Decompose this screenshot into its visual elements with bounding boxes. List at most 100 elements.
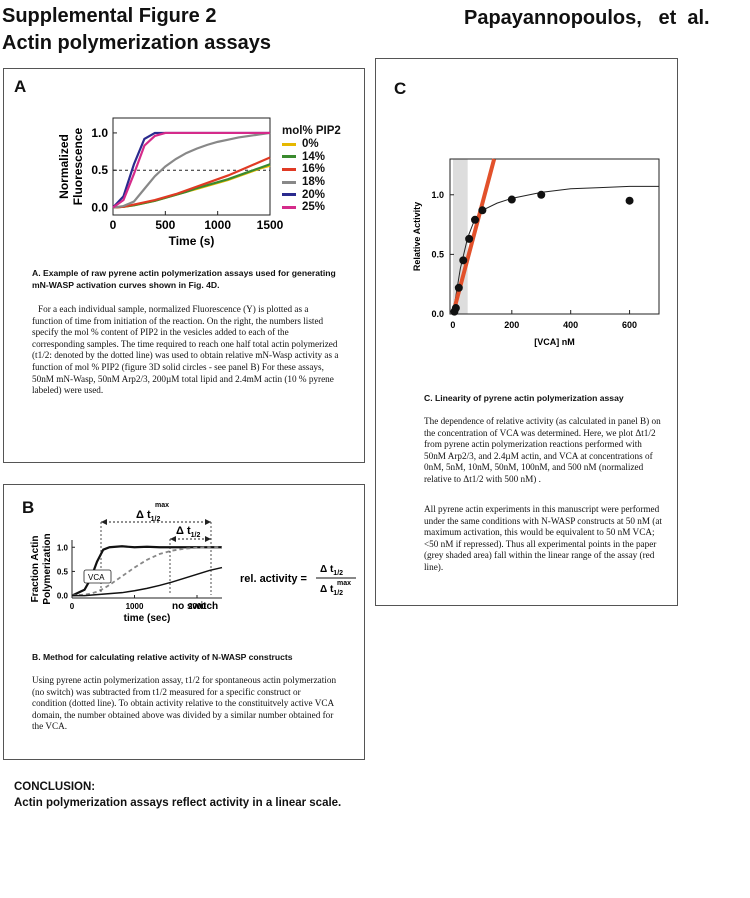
y-tick-label-b: 0.0 [57, 592, 69, 601]
panel-b: B 0.0 0.5 1.0 0 1000 2000 time (sec) Fraction A… [3, 484, 365, 760]
x-tick-label-c: 200 [504, 320, 519, 330]
y-tick-label-b: 1.0 [57, 543, 69, 552]
panel-a-legend: mol% PIP2 0% 14% 16% 18% 20% 25% [282, 125, 341, 214]
series-line-b-2 [72, 566, 223, 597]
legend-title: mol% PIP2 [282, 125, 341, 137]
panel-b-chart: 0.0 0.5 1.0 0 1000 2000 time (sec) Fraction Act… [30, 502, 356, 624]
y-axis-label-c: Relative Activity [412, 202, 422, 271]
dt-arrow-left [170, 536, 176, 542]
dt-max-sup: max [155, 502, 169, 509]
y-tick-label-c: 0.0 [431, 309, 444, 319]
legend-swatch [282, 205, 296, 209]
panel-a-chart: 0.0 0.5 1.0 0 500 1000 1500 Time (s) Normalized F… [57, 117, 284, 248]
panel-c-chart: 0.0 0.5 1.0 0 200 400 600 [VCA] nM Relative Acti… [412, 158, 660, 347]
legend-item: 20% [282, 188, 341, 201]
figure-title-line1: Supplemental Figure 2 [2, 5, 217, 27]
panel-c-label: C [394, 79, 407, 98]
dt-max-arrow-left [101, 519, 107, 525]
formula-denominator: Δ t1/2 [320, 584, 343, 597]
series-line-16pct [112, 156, 271, 209]
legend-label: 20% [302, 188, 326, 201]
y-tick-label-a: 1.0 [91, 126, 108, 140]
rel-activity-label: rel. activity = [240, 573, 307, 585]
y-axis-label-b-2: Polymerization [42, 533, 53, 604]
data-point [471, 215, 480, 224]
legend-label: 25% [302, 201, 326, 214]
saturation-fit-curve [452, 185, 659, 315]
figure-title-line2: Actin polymerization assays [2, 32, 271, 54]
y-axis-label-b-1: Fraction Actin [30, 536, 41, 603]
legend-label: 18% [302, 176, 326, 189]
vca-label-box [83, 569, 112, 584]
conclusion-title: CONCLUSION: [14, 781, 96, 793]
panel-b-label: B [22, 498, 35, 517]
conclusion-body: Actin polymerization assays reflect acti… [14, 797, 342, 809]
data-point [478, 206, 487, 215]
data-point [625, 196, 634, 205]
series-line-18pct [112, 131, 271, 209]
panel-a-caption-title: A. Example of raw pyrene actin polymeriz… [32, 268, 336, 290]
panel-b-caption-body: Using pyrene actin polymerization assay,… [32, 675, 337, 732]
plot-frame-c [449, 158, 660, 315]
panel-c-caption-body-1: The dependence of relative activity (as … [424, 416, 661, 484]
data-point [507, 195, 516, 204]
x-axis-label-b: time (sec) [124, 613, 171, 624]
series-line-14pct [112, 163, 271, 209]
panel-a-caption-body: For a each individual sample, normalized… [32, 304, 339, 396]
panel-c-caption-body-2: All pyrene actin experiments in this man… [424, 504, 662, 572]
x-axis-label-a: Time (s) [169, 234, 215, 248]
dt-max-arrow-right [205, 519, 211, 525]
y-axis-label-a-2: Fluorescence [71, 127, 85, 205]
x-tick-label-c: 600 [622, 320, 637, 330]
x-tick-label-a: 1000 [204, 218, 231, 232]
legend-label: 0% [302, 138, 319, 151]
series-line-b-1 [71, 546, 222, 597]
panel-c: C 0.0 0.5 1.0 0 200 400 600 [VCA] nM Relative Ac… [375, 58, 678, 606]
x-axis-label-c: [VCA] nM [534, 337, 575, 347]
data-point [451, 304, 460, 313]
y-tick-label-b: 0.5 [57, 567, 69, 576]
panel-c-caption-title: C. Linearity of pyrene actin polymerizat… [424, 393, 624, 403]
x-tick-label-b: 0 [70, 602, 75, 611]
legend-item: 16% [282, 163, 341, 176]
x-tick-label-a: 500 [155, 218, 175, 232]
data-point [465, 234, 474, 243]
y-tick-label-c: 1.0 [431, 190, 444, 200]
legend-item: 0% [282, 138, 341, 151]
data-point [454, 283, 463, 292]
x-tick-label-a: 1500 [257, 218, 284, 232]
legend-label: 14% [302, 150, 326, 163]
authors: Papayannopoulos, et al. [464, 7, 710, 29]
dt-label: Δ t1/2 [176, 525, 200, 539]
x-tick-label-a: 0 [110, 218, 117, 232]
legend-swatch [282, 155, 296, 159]
legend-swatch [282, 142, 296, 146]
dt-arrow-right [205, 536, 211, 542]
legend-swatch [282, 167, 296, 171]
panel-b-caption-title: B. Method for calculating relative activ… [32, 652, 293, 662]
x-tick-label-c: 0 [450, 320, 455, 330]
dt-max-label: Δ t1/2 [136, 509, 160, 523]
series-line-25pct [112, 131, 270, 209]
panel-a-label: A [14, 77, 27, 96]
y-tick-label-a: 0.5 [91, 163, 108, 177]
panel-a: A 0.0 0.5 1.0 0 500 1000 1500 Time (s) Normalize… [3, 68, 365, 463]
legend-item: 25% [282, 201, 341, 214]
x-tick-label-b: 2000 [188, 602, 206, 611]
legend-item: 14% [282, 151, 341, 164]
formula-numerator: Δ t1/2 [320, 564, 343, 577]
vca-label: VCA [88, 573, 105, 582]
x-tick-label-c: 400 [563, 320, 578, 330]
y-tick-label-c: 0.5 [431, 249, 444, 259]
legend-swatch [282, 193, 296, 197]
y-axis-label-a-1: Normalized [57, 134, 71, 199]
noswitch-label: no switch [172, 601, 218, 612]
y-tick-label-a: 0.0 [91, 201, 108, 215]
data-point [459, 256, 468, 265]
x-tick-label-b: 1000 [126, 602, 144, 611]
legend-label: 16% [302, 163, 326, 176]
formula-denominator-sup: max [337, 580, 351, 587]
data-point [537, 190, 546, 199]
legend-item: 18% [282, 176, 341, 189]
legend-swatch [282, 180, 296, 184]
